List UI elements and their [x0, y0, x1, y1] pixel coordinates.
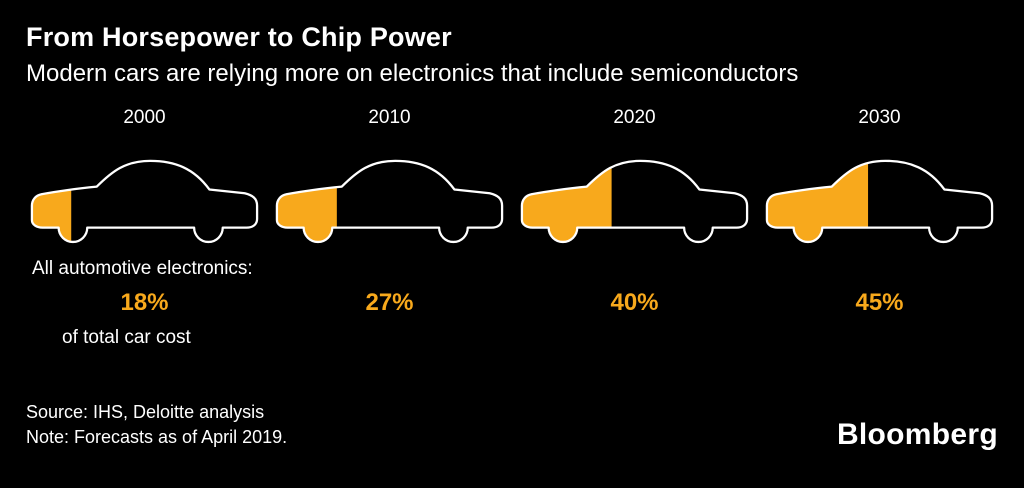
source-line: Source: IHS, Deloitte analysis [26, 401, 265, 422]
year-label: 2000 [123, 106, 166, 128]
series-label: All automotive electronics: [32, 257, 253, 279]
car-figure-2000: 2000 [30, 107, 259, 244]
year-label: 2010 [368, 106, 411, 128]
car-silhouette-icon [765, 159, 994, 243]
car-silhouette-icon [30, 159, 259, 243]
car-silhouette-icon [520, 159, 749, 243]
car-pictogram-row: 2000 2010 [26, 107, 998, 244]
percentage-row: 18% 27% 40% 45% [26, 289, 998, 317]
note-line: Note: Forecasts as of April 2019. [26, 426, 288, 447]
chart-subtitle: Modern cars are relying more on electron… [26, 60, 799, 88]
chart-container: From Horsepower to Chip Power Modern car… [26, 22, 998, 451]
year-label: 2030 [858, 106, 901, 128]
value-label-2000: 18% [120, 288, 169, 316]
series-sublabel: of total car cost [62, 326, 191, 348]
car-silhouette-icon [275, 159, 504, 243]
car-figure-2030: 2030 [765, 107, 994, 244]
year-label: 2020 [613, 106, 656, 128]
bloomberg-logo: Bloomberg [836, 418, 998, 451]
value-label-2020: 40% [610, 288, 659, 316]
car-figure-2010: 2010 [275, 107, 504, 244]
chart-title: From Horsepower to Chip Power [26, 22, 452, 52]
value-label-2010: 27% [365, 288, 414, 316]
car-figure-2020: 2020 [520, 107, 749, 244]
footer: Source: IHS, Deloitte analysis Note: For… [26, 400, 287, 450]
value-label-2030: 45% [855, 288, 904, 316]
